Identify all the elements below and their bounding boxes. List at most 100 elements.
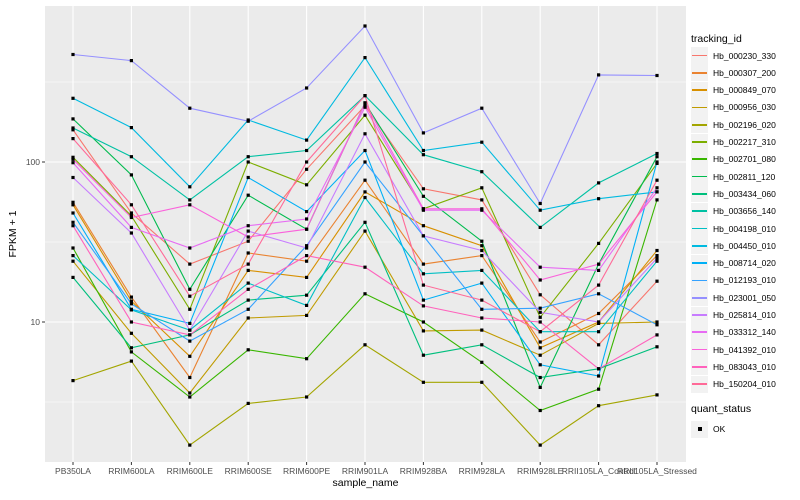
x-tick-label: RRIM600PE (283, 466, 331, 476)
data-point (305, 138, 309, 142)
data-point (538, 346, 542, 350)
legend-key-line-icon (691, 64, 708, 82)
y-axis-title: FPKM + 1 (7, 210, 19, 258)
data-point (305, 86, 309, 90)
data-point (305, 148, 309, 153)
legend-label: Hb_000307_200 (713, 67, 776, 78)
data-point (655, 323, 659, 327)
data-point (480, 248, 484, 253)
data-point (421, 207, 425, 211)
legend-key-line-icon (691, 306, 708, 324)
y-tick-label: 100 (26, 157, 40, 167)
x-tick-label: RRII105LA_Stressed (617, 466, 697, 476)
data-point (480, 244, 484, 248)
legend-label: Hb_002811_120 (713, 171, 776, 182)
legend-entry-Hb_002217_310: Hb_002217_310 (691, 133, 776, 151)
data-point (129, 299, 133, 303)
data-point (538, 225, 542, 229)
data-point (538, 385, 542, 389)
data-point (246, 268, 250, 272)
data-point (246, 401, 250, 405)
data-point (363, 148, 367, 153)
legend-label: Hb_000849_070 (713, 85, 776, 96)
data-point (305, 275, 309, 279)
data-point (363, 56, 367, 60)
data-point (480, 343, 484, 347)
data-point (480, 186, 484, 190)
data-point (305, 303, 309, 307)
data-point (480, 316, 484, 320)
data-point (538, 265, 542, 269)
data-point (246, 239, 250, 243)
data-point (363, 160, 367, 164)
data-point (129, 225, 133, 229)
data-point (480, 268, 484, 272)
data-point (305, 183, 309, 187)
data-point (597, 181, 601, 185)
legend-label: Hb_025814_010 (713, 310, 776, 320)
legend-entry-Hb_003434_060: Hb_003434_060 (691, 185, 776, 203)
legend-key-line-icon (691, 220, 708, 237)
data-point (597, 311, 601, 316)
data-point (246, 193, 250, 197)
data-point (421, 380, 425, 384)
data-point (71, 254, 75, 258)
legend-label: Hb_003656_140 (713, 206, 776, 217)
data-point (655, 345, 659, 349)
data-point (188, 328, 192, 332)
legend-label: Hb_000230_330 (713, 50, 776, 61)
legend-entry-Hb_000849_070: Hb_000849_070 (691, 81, 776, 99)
legend-entry-Hb_008714_020: Hb_008714_020 (691, 254, 776, 272)
data-point (71, 126, 75, 130)
legend-entry-Hb_083043_010: Hb_083043_010 (691, 358, 776, 376)
data-point (129, 350, 133, 354)
data-point (538, 310, 542, 314)
data-point (480, 207, 484, 211)
data-point (597, 387, 601, 391)
data-point (246, 235, 250, 239)
data-point (71, 259, 75, 263)
data-point (305, 259, 309, 263)
x-tick-label: RRIM600SE (225, 466, 273, 476)
data-point (363, 24, 367, 28)
data-point (188, 262, 192, 266)
data-point (480, 281, 484, 285)
data-point (188, 321, 192, 325)
legend-label: Hb_002217_310 (713, 137, 776, 147)
legend-key-line-icon (691, 323, 708, 341)
data-point (655, 178, 659, 182)
legend-label: Hb_033312_140 (713, 327, 776, 338)
data-point (246, 175, 250, 180)
data-point (597, 197, 601, 201)
data-point (655, 190, 659, 194)
data-point (246, 119, 250, 123)
data-point (129, 126, 133, 130)
data-point (129, 211, 133, 215)
data-point (305, 160, 309, 164)
data-point (421, 148, 425, 153)
data-point (188, 307, 192, 311)
data-point (305, 395, 309, 399)
x-tick-label: RRIM600LE (167, 466, 214, 476)
data-point (655, 73, 659, 78)
x-tick-label: RRIM600LA (108, 466, 155, 476)
data-point (305, 210, 309, 214)
data-point (480, 140, 484, 144)
data-point (188, 443, 192, 447)
x-tick-label: RRIM928LA (459, 466, 506, 476)
data-point (246, 298, 250, 302)
data-point (538, 315, 542, 319)
data-point (597, 262, 601, 266)
legend-entry-Hb_002701_080: Hb_002701_080 (691, 150, 776, 168)
legend-label: Hb_012193_010 (713, 275, 776, 286)
data-point (363, 343, 367, 347)
data-point (655, 155, 659, 159)
legend-label: Hb_003434_060 (713, 188, 776, 199)
data-point (538, 278, 542, 282)
x-tick-label: RRIM928BA (400, 466, 448, 476)
data-point (71, 211, 75, 215)
legend-key-point-icon (691, 420, 708, 438)
data-point (421, 187, 425, 191)
legend-key-line-icon (691, 133, 708, 151)
